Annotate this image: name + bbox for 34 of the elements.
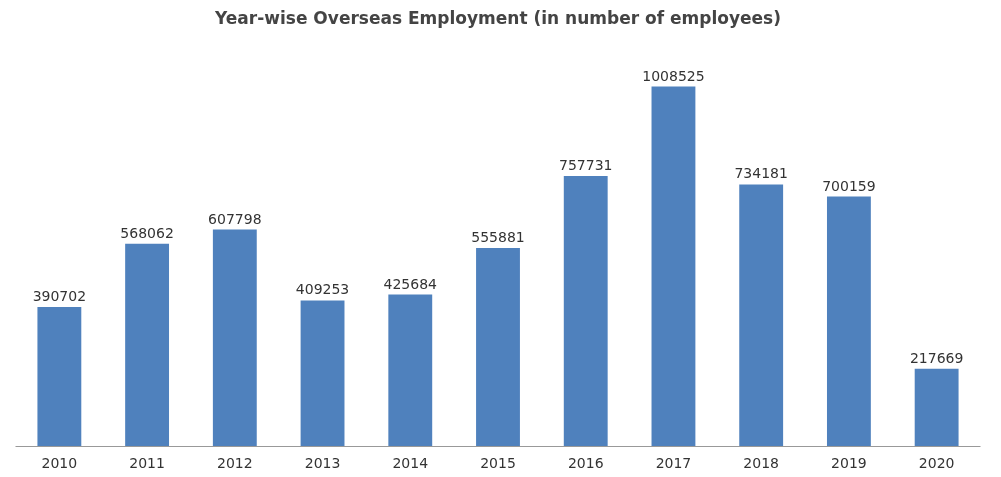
x-tick-label: 2012 [217, 454, 253, 471]
data-label: 568062 [120, 224, 174, 241]
bar [651, 86, 696, 447]
data-label: 607798 [208, 210, 262, 227]
x-tick-label: 2015 [480, 454, 516, 471]
data-label: 734181 [734, 165, 788, 182]
data-label: 425684 [383, 275, 438, 292]
x-tick-label: 2014 [392, 454, 429, 471]
bar [388, 294, 433, 447]
data-label: 409253 [295, 281, 350, 298]
x-tick-label: 2016 [567, 454, 604, 471]
data-label: 217669 [909, 349, 964, 366]
x-tick-label: 2018 [743, 454, 780, 471]
bar [37, 307, 82, 447]
data-label: 390702 [32, 288, 87, 305]
bar [476, 248, 520, 447]
x-tick-label: 2010 [41, 454, 78, 471]
x-tick-label: 2013 [304, 454, 341, 471]
bar [563, 176, 608, 447]
data-label: 555881 [471, 229, 525, 246]
data-label: 1008525 [642, 67, 705, 84]
x-tick-label: 2011 [129, 454, 165, 471]
bar [826, 196, 871, 447]
x-tick-label: 2017 [655, 454, 692, 471]
bar [914, 368, 959, 447]
bar [125, 243, 170, 447]
data-label: 757731 [559, 157, 613, 174]
chart-title: Year-wise Overseas Employment (in number of employees) [214, 7, 781, 28]
x-tick-label: 2019 [831, 454, 867, 471]
bar [300, 300, 345, 447]
bar [739, 184, 784, 447]
data-label: 700159 [822, 177, 876, 194]
bar [212, 229, 257, 447]
x-tick-label: 2020 [918, 454, 955, 471]
